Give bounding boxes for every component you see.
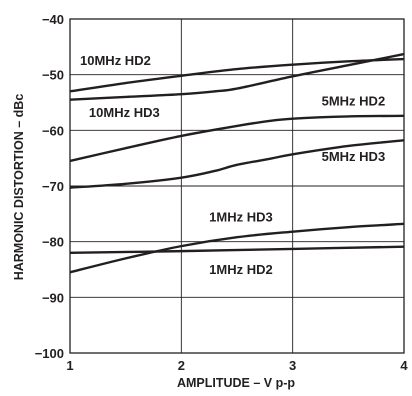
y-tick-label: −60 xyxy=(42,123,64,138)
series-label: 1MHz HD2 xyxy=(209,262,273,277)
y-tick-label: −50 xyxy=(42,68,64,83)
series-labels: 10MHz HD2 10MHz HD3 5MHz HD2 5MHz HD3 1MHz H… xyxy=(80,53,385,277)
x-tick-label: 1 xyxy=(66,358,73,373)
series-line-5mhz-hd3 xyxy=(69,139,405,189)
y-tick-label: −70 xyxy=(42,179,64,194)
series-line-10mhz-hd2 xyxy=(69,57,405,93)
plot-frame xyxy=(69,18,405,354)
y-tick-label: −100 xyxy=(35,346,64,361)
series-label: 5MHz HD2 xyxy=(322,93,386,108)
series-line-1mhz-hd3 xyxy=(69,222,405,274)
series-label: 10MHz HD3 xyxy=(89,105,160,120)
x-tick-label: 4 xyxy=(400,358,408,373)
y-tick-label: −90 xyxy=(42,290,64,305)
x-axis-label: AMPLITUDE – V p-p xyxy=(177,376,295,390)
y-tick-label: −40 xyxy=(42,12,64,27)
x-tick-label: 3 xyxy=(289,358,296,373)
series-label: 10MHz HD2 xyxy=(80,53,151,68)
y-tick-label: −80 xyxy=(42,235,64,250)
x-tick-labels: 1 2 3 4 xyxy=(66,358,408,373)
series-label: 5MHz HD3 xyxy=(322,149,386,164)
series-label: 1MHz HD3 xyxy=(209,210,273,225)
series-line-5mhz-hd2 xyxy=(69,114,405,163)
y-axis-label: HARMONIC DISTORTION – dBc xyxy=(12,94,26,281)
series-lines xyxy=(69,52,405,274)
grid-lines xyxy=(70,19,404,353)
y-tick-labels: −40 −50 −60 −70 −80 −90 −100 xyxy=(35,12,64,361)
x-tick-label: 2 xyxy=(178,358,185,373)
series-line-1mhz-hd2 xyxy=(69,245,405,254)
series-line-10mhz-hd3 xyxy=(69,52,405,101)
